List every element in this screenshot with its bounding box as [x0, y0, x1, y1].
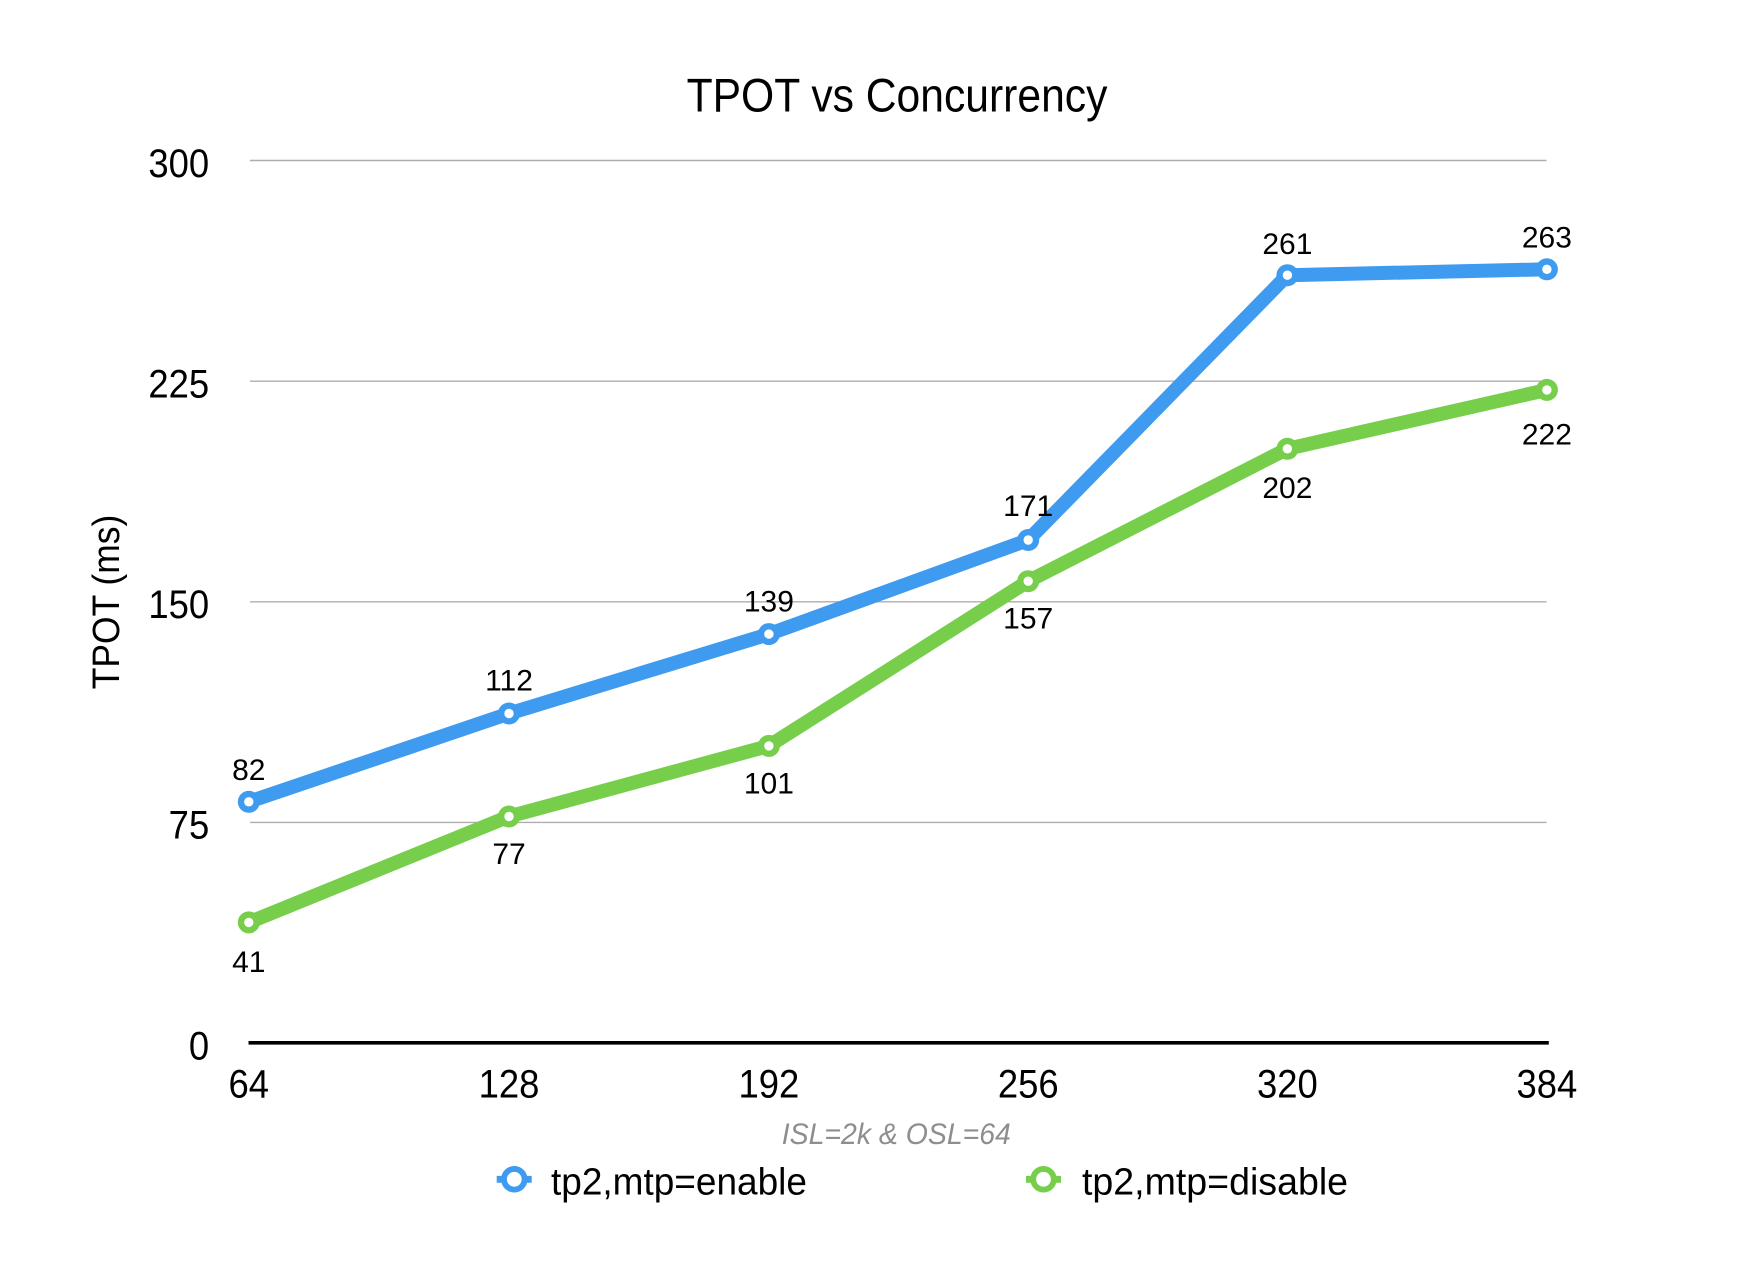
svg-text:64: 64 [229, 1062, 270, 1107]
svg-text:41: 41 [232, 946, 265, 979]
svg-text:320: 320 [1257, 1062, 1318, 1107]
svg-text:384: 384 [1517, 1062, 1578, 1107]
svg-text:0: 0 [189, 1024, 209, 1069]
svg-text:150: 150 [148, 583, 209, 628]
svg-text:261: 261 [1262, 228, 1312, 261]
svg-text:TPOT (ms): TPOT (ms) [85, 515, 127, 690]
svg-text:222: 222 [1522, 419, 1572, 452]
svg-text:171: 171 [1003, 490, 1053, 523]
svg-text:157: 157 [1003, 602, 1053, 635]
svg-text:77: 77 [492, 838, 525, 871]
svg-text:tp2,mtp=disable: tp2,mtp=disable [1082, 1161, 1348, 1203]
svg-text:263: 263 [1522, 222, 1572, 255]
svg-text:128: 128 [479, 1062, 540, 1107]
svg-text:75: 75 [169, 803, 210, 848]
svg-text:202: 202 [1262, 472, 1312, 505]
svg-text:112: 112 [485, 665, 533, 698]
svg-text:ISL=2k & OSL=64: ISL=2k & OSL=64 [782, 1118, 1011, 1151]
svg-text:192: 192 [739, 1062, 800, 1107]
svg-text:139: 139 [744, 585, 794, 618]
svg-text:300: 300 [148, 141, 209, 186]
svg-text:225: 225 [148, 362, 209, 407]
svg-text:tp2,mtp=enable: tp2,mtp=enable [551, 1160, 807, 1202]
svg-text:101: 101 [744, 768, 794, 801]
svg-text:TPOT vs Concurrency: TPOT vs Concurrency [687, 69, 1108, 122]
svg-text:82: 82 [232, 754, 265, 787]
svg-text:256: 256 [998, 1062, 1059, 1107]
